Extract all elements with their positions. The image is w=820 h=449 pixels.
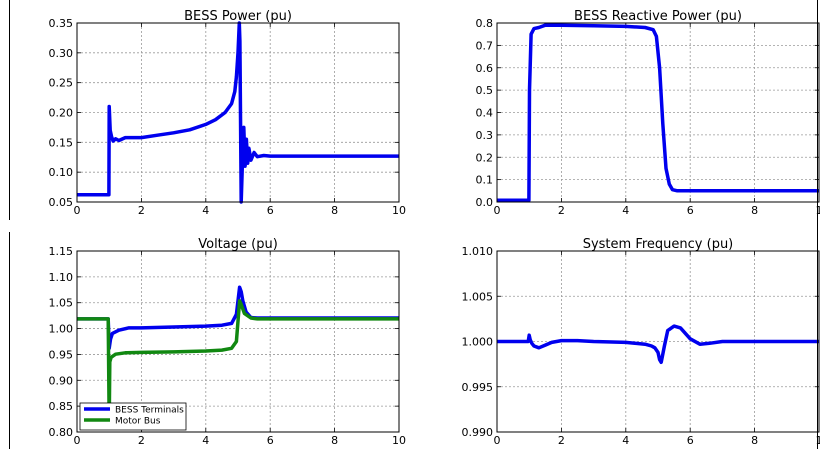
- series-group: [497, 324, 819, 365]
- x-tick-label: 4: [202, 204, 209, 217]
- y-tick-label: 0.5: [476, 84, 494, 97]
- x-tick-label: 6: [687, 204, 694, 217]
- y-tick-label: 0.10: [49, 166, 74, 179]
- y-tick-label: 0.35: [49, 17, 74, 30]
- y-tick-label: 0.20: [49, 107, 74, 120]
- series-line-2: [77, 299, 399, 425]
- axes-frame: [76, 22, 400, 203]
- y-tick-label: 1.00: [49, 323, 74, 336]
- screenshot-border-left-upper: [9, 0, 10, 220]
- x-tick-label: 10: [392, 434, 406, 447]
- y-tick-label: 1.05: [49, 297, 74, 310]
- legend-label: Motor Bus: [115, 417, 161, 427]
- y-tick-label: 1.000: [462, 336, 494, 349]
- series-line-1: [497, 23, 819, 202]
- chart-panel-3: 0 2 4 6 8 10 0.80 0.85 0.90 0.95 1.00 1.05 1.10 1.15 V…: [49, 237, 407, 447]
- chart-title: Voltage (pu): [198, 237, 278, 252]
- screenshot-border-right: [817, 0, 818, 449]
- y-tick-label: 0.85: [49, 400, 74, 413]
- x-tick-label: 4: [622, 204, 629, 217]
- x-tick-label: 8: [331, 204, 338, 217]
- x-tick-label: 10: [392, 204, 406, 217]
- x-tick-label: 2: [138, 204, 145, 217]
- axes-frame: [496, 250, 820, 433]
- y-tick-label: 0.90: [49, 374, 74, 387]
- y-tick-label: 1.15: [49, 245, 74, 258]
- series-group: [77, 285, 399, 425]
- axes-frame: [496, 22, 820, 203]
- y-tick-label: 0.15: [49, 136, 74, 149]
- x-tick-label: 0: [494, 204, 501, 217]
- y-tick-label: 0.95: [49, 348, 74, 361]
- x-tick-label: 8: [331, 434, 338, 447]
- x-tick-label: 2: [558, 204, 565, 217]
- y-tick-label: 0.0: [476, 196, 494, 209]
- chart-title: BESS Reactive Power (pu): [574, 9, 742, 24]
- y-tick-label: 0.995: [462, 381, 494, 394]
- y-tick-label: 1.010: [462, 245, 494, 258]
- series-group: [77, 21, 399, 204]
- x-tick-label: 4: [202, 434, 209, 447]
- axes-frame: [76, 250, 400, 433]
- y-tick-label: 0.8: [476, 17, 494, 30]
- y-tick-label: 0.2: [476, 151, 494, 164]
- x-tick-label: 0: [74, 434, 81, 447]
- legend-label: BESS Terminals: [115, 406, 184, 416]
- y-tick-label: 0.25: [49, 77, 74, 90]
- y-tick-label: 0.4: [476, 107, 494, 120]
- series-line-1: [77, 21, 399, 204]
- x-tick-label: 8: [751, 434, 758, 447]
- y-tick-label: 0.05: [49, 196, 74, 209]
- screenshot-border-left-lower: [9, 232, 10, 449]
- series-group: [497, 23, 819, 202]
- x-tick-label: 0: [74, 204, 81, 217]
- y-tick-label: 0.80: [49, 426, 74, 439]
- y-tick-label: 1.10: [49, 271, 74, 284]
- chart-panel-1: 0 2 4 6 8 10 0.05 0.10 0.15 0.20 0.25 0.30 0.35 BESS …: [49, 9, 407, 217]
- x-tick-label: 8: [751, 204, 758, 217]
- chart-title: BESS Power (pu): [184, 9, 292, 24]
- y-tick-label: 0.3: [476, 129, 494, 142]
- series-line-1: [497, 324, 819, 365]
- chart-title: System Frequency (pu): [583, 237, 734, 252]
- x-tick-label: 0: [494, 434, 501, 447]
- x-tick-label: 2: [558, 434, 565, 447]
- x-tick-label: 2: [138, 434, 145, 447]
- y-tick-label: 0.30: [49, 47, 74, 60]
- y-tick-label: 0.7: [476, 39, 494, 52]
- y-tick-label: 0.990: [462, 426, 494, 439]
- y-tick-label: 1.005: [462, 290, 494, 303]
- x-tick-label: 4: [622, 434, 629, 447]
- x-tick-label: 6: [687, 434, 694, 447]
- y-tick-label: 0.6: [476, 62, 494, 75]
- x-tick-label: 6: [267, 434, 274, 447]
- x-tick-label: 6: [267, 204, 274, 217]
- y-tick-label: 0.1: [476, 174, 494, 187]
